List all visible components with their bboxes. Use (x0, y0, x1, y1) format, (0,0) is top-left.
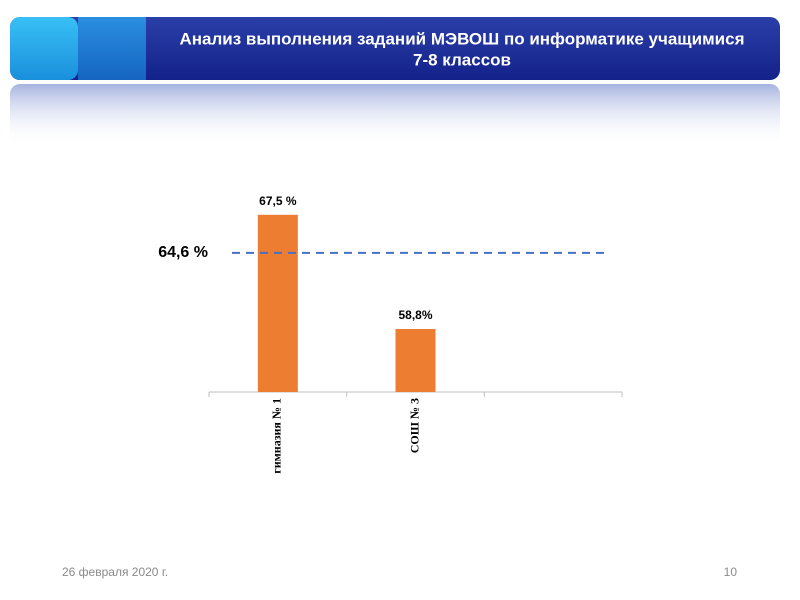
x-tick-label: гимназия № 1 (270, 398, 284, 474)
header: Анализ выполнения заданий МЭВОШ по инфор… (10, 17, 780, 146)
x-tick-label: СОШ № 3 (407, 398, 421, 453)
header-square (78, 17, 146, 80)
value-label: 58,8% (398, 308, 432, 322)
header-square (10, 17, 78, 80)
slide-title: 7-8 классов (413, 50, 511, 69)
bar (257, 214, 298, 392)
slide-title: Анализ выполнения заданий МЭВОШ по инфор… (180, 29, 745, 48)
value-label: 67,5 % (259, 194, 297, 208)
slide-page: 10 (724, 565, 738, 579)
header-reflection (10, 84, 780, 146)
header-banner (10, 17, 780, 80)
slide-date: 26 февраля 2020 г. (62, 565, 168, 579)
bar (395, 329, 436, 392)
chart: гимназия № 1 67,5 % СОШ № 3 58,8% 64,6 % (158, 194, 623, 474)
reference-label: 64,6 % (158, 244, 208, 261)
